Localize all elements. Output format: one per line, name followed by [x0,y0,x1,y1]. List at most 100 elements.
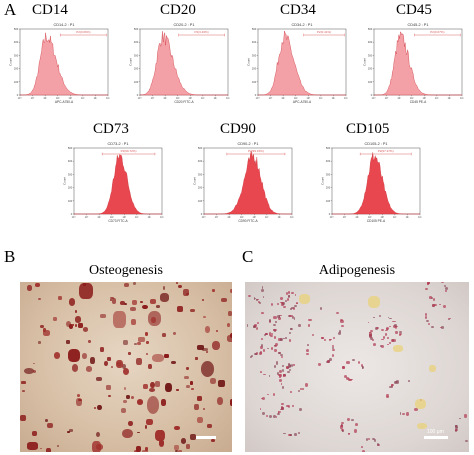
stain-spot [20,415,26,422]
stain-spot [210,378,217,384]
stain-spot [93,407,96,409]
stain-spot [66,430,71,433]
x-tick-label: 10¹ [163,97,167,100]
histogram-area [332,152,420,215]
stain-spot [146,395,160,414]
stain-spot [429,296,433,299]
x-tick-label: 10¹ [97,216,101,219]
stain-spot [341,428,344,432]
y-tick-label: 300 [252,53,257,57]
stain-spot [26,442,38,451]
stain-spot [203,316,206,319]
stain-spot [273,414,276,418]
x-tick-label: 10¹ [355,216,359,219]
osteogenesis-image [20,282,232,452]
stain-spot [122,363,127,369]
stain-spot [275,415,278,419]
stain-spot [286,297,290,301]
stain-spot [378,314,382,318]
stain-spot [389,386,393,389]
stain-spot [340,319,344,323]
x-tick-label: 10³ [123,216,127,219]
stain-spot [281,407,284,411]
stain-spot [254,353,257,356]
stain-spot [271,303,274,306]
stain-spot [270,334,274,338]
y-axis-label: Count [363,58,367,66]
stain-spot [444,287,448,290]
stain-spot [311,333,315,336]
y-tick-label: 0 [71,212,73,216]
stain-spot [277,371,280,375]
stain-spot [339,329,342,333]
stain-spot [347,432,351,436]
stain-spot [164,354,169,359]
stain-spot [79,283,94,300]
x-axis-label: CD20 FITC-A [174,100,194,104]
stain-spot [142,449,148,452]
panel-label-b: B [4,247,16,266]
stain-spot [268,374,271,377]
stain-spot [282,386,284,390]
stain-spot [430,325,435,328]
stain-spot [137,399,144,406]
stain-spot [293,317,296,320]
x-tick-label: 10⁵ [278,215,282,219]
y-tick-label: 200 [252,67,257,71]
stain-spot [281,302,284,305]
x-tick-label: 10⁶ [226,96,230,100]
stain-spot [204,326,210,334]
stain-spot [279,378,283,382]
stain-spot [384,333,387,336]
stain-spot [174,445,179,451]
stain-spot [257,300,261,303]
y-tick-label: 300 [14,53,19,57]
stain-spot [82,352,88,359]
histogram-cd34: CD34-2 : P1 0 100 200 300 400 500 Count 10⁻¹ 10⁰ 1… [246,21,352,115]
y-tick-label: 100 [252,80,257,84]
stain-spot [393,344,403,352]
stain-spot [256,322,259,325]
stain-spot [300,388,303,391]
y-tick-label: 500 [198,146,203,150]
stain-spot [137,431,140,434]
stain-spot [216,397,223,406]
stain-spot [304,383,308,387]
stain-spot [121,428,134,439]
stain-spot [395,325,398,328]
stain-spot [288,339,292,342]
stain-spot [173,425,181,431]
y-tick-label: 100 [14,80,19,84]
stain-spot [358,360,360,364]
stain-spot [376,326,380,329]
stain-spot [391,338,394,343]
stain-spot [425,319,429,323]
x-tick-label: 10⁻¹ [138,97,143,100]
y-tick-label: 200 [198,186,203,190]
x-tick-label: 10⁶ [290,215,294,219]
stain-spot [406,412,409,416]
stain-spot [202,407,205,411]
stain-spot [366,438,369,442]
stain-spot [290,328,293,331]
stain-spot [126,395,130,400]
stain-spot [281,356,284,359]
y-tick-label: 0 [201,212,203,216]
stain-spot [332,348,336,352]
stain-spot [287,433,291,436]
stain-spot [281,403,284,406]
stain-spot [69,429,74,432]
x-tick-label: 10⁰ [343,216,347,219]
stain-spot [255,327,258,331]
y-tick-label: 400 [326,159,331,163]
stain-spot [455,426,458,430]
x-tick-label: 10² [56,97,60,100]
stain-spot [321,336,325,340]
stain-spot [372,438,375,441]
stain-spot [68,298,76,306]
stain-spot [221,298,227,302]
osteogenesis-title: Osteogenesis [89,263,163,278]
marker-cd105: CD105 [346,121,390,137]
stain-spot [444,284,447,287]
x-tick-label: 10² [368,216,372,219]
